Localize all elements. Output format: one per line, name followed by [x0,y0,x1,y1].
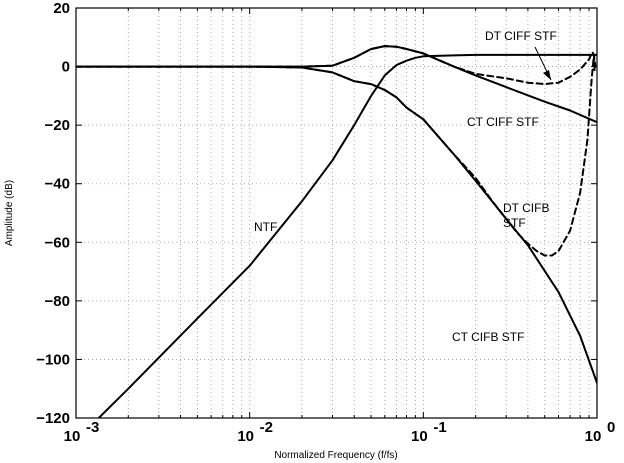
annotation-arrow-head [543,70,551,80]
annotation-dt-cifb-line2: STF [503,216,526,230]
annotation-layer: NTF CT CIFF STF DT CIFF STF DT CIFB STF … [254,29,557,344]
annotation-dt-cifb-line1: DT CIFB [503,201,549,215]
y-tick-label: 20 [53,0,70,17]
x-tick-label-exponent: -1 [433,419,446,436]
x-tick-label-exponent: -3 [86,419,99,436]
y-tick-label: −40 [45,176,70,193]
y-tick-label: −60 [45,234,70,251]
x-tick-label: 10 [237,428,254,445]
y-tick-label: −100 [36,351,70,368]
x-tick-label-exponent: 0 [607,419,615,436]
series-line-ntf [97,53,597,418]
x-tick-label-exponent: -2 [260,419,273,436]
x-tick-label: 10 [411,428,428,445]
y-tick-label: −20 [45,117,70,134]
x-tick-label: 10 [585,428,602,445]
y-tick-label: 0 [62,59,70,76]
series-line-dt_ciff_stf [76,45,597,86]
grid-layer [76,8,597,418]
annotation-ct-ciff-stf: CT CIFF STF [467,115,539,129]
annotation-ct-cifb-stf: CT CIFB STF [452,330,524,344]
y-tick-label: −120 [36,410,70,427]
annotation-dt-ciff-stf: DT CIFF STF [485,29,557,43]
annotation-ntf: NTF [254,220,277,234]
series-layer [76,45,597,418]
y-axis-label: Amplitude (dB) [4,180,15,246]
x-axis-label: Normalized Frequency (f/fs) [274,450,397,461]
x-tick-label: 10 [64,428,81,445]
plot-frame [75,7,598,419]
y-tick-label: −80 [45,293,70,310]
series-line-dt_cifb_stf [76,53,596,257]
